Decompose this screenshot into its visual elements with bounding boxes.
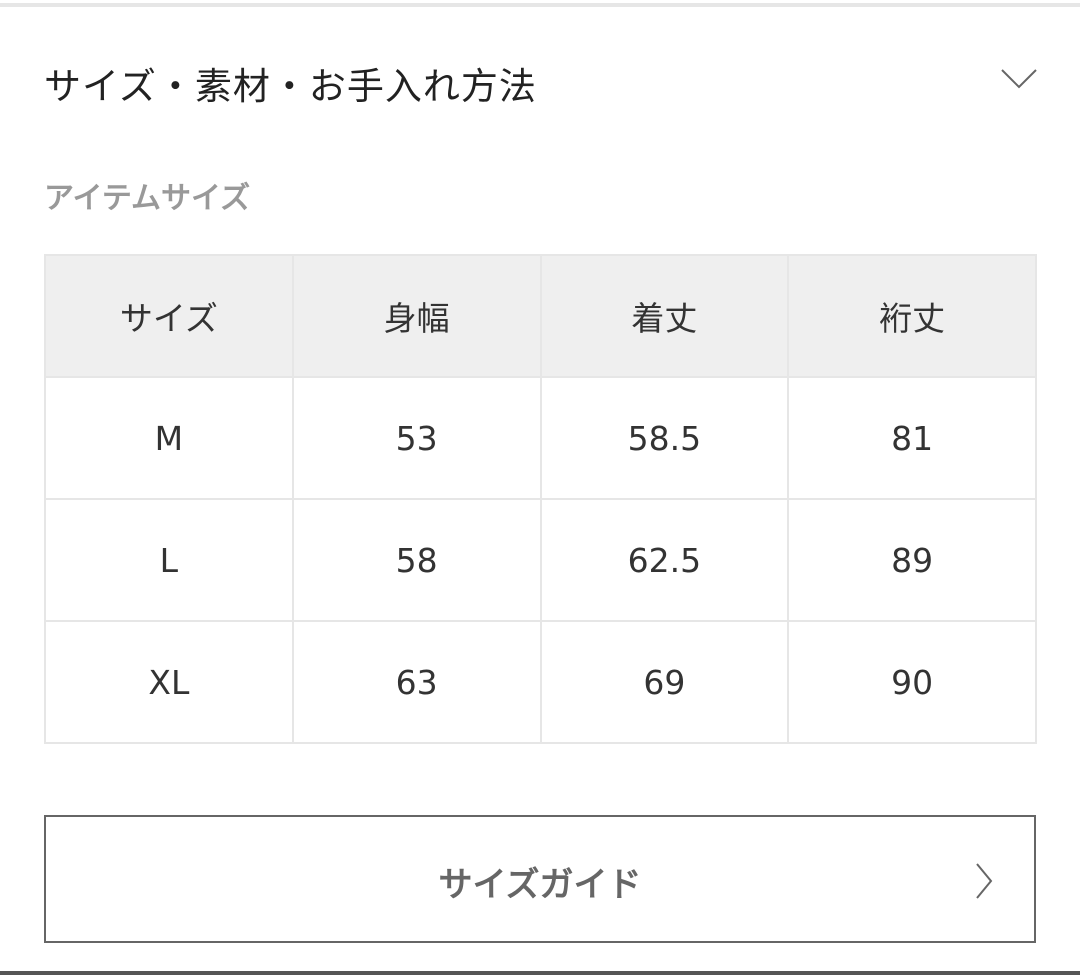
section-title[interactable]: サイズ・素材・お手入れ方法: [44, 65, 537, 108]
cell: XL: [44, 620, 294, 744]
cell: 89: [787, 498, 1037, 622]
cell: 58.5: [539, 376, 790, 500]
table-header-row: サイズ 身幅 着丈 裄丈: [44, 254, 1037, 378]
cell: 62.5: [539, 498, 790, 622]
top-divider: [0, 3, 1080, 7]
cell: L: [44, 498, 294, 622]
cell: 58: [291, 498, 542, 622]
cell: 63: [291, 620, 542, 744]
chevron-right-icon: [976, 863, 993, 899]
table-row: L 58 62.5 89: [44, 498, 1037, 622]
cell: 81: [787, 376, 1037, 500]
cell: 90: [787, 620, 1037, 744]
size-guide-button[interactable]: サイズガイド: [44, 815, 1036, 943]
table-row: XL 63 69 90: [44, 620, 1037, 744]
header-size: サイズ: [44, 254, 294, 378]
bottom-divider: [0, 971, 1080, 975]
header-sleeve: 裄丈: [787, 254, 1037, 378]
item-size-heading: アイテムサイズ: [44, 181, 251, 216]
size-guide-label: サイズガイド: [438, 865, 642, 905]
cell: 53: [291, 376, 542, 500]
cell: M: [44, 376, 294, 500]
header-body-width: 身幅: [291, 254, 542, 378]
size-table: サイズ 身幅 着丈 裄丈 M 53 58.5 81 L 58 62.5 89 X…: [44, 254, 1037, 744]
cell: 69: [539, 620, 790, 744]
table-row: M 53 58.5 81: [44, 376, 1037, 500]
chevron-down-icon[interactable]: [1000, 62, 1038, 92]
header-length: 着丈: [539, 254, 790, 378]
